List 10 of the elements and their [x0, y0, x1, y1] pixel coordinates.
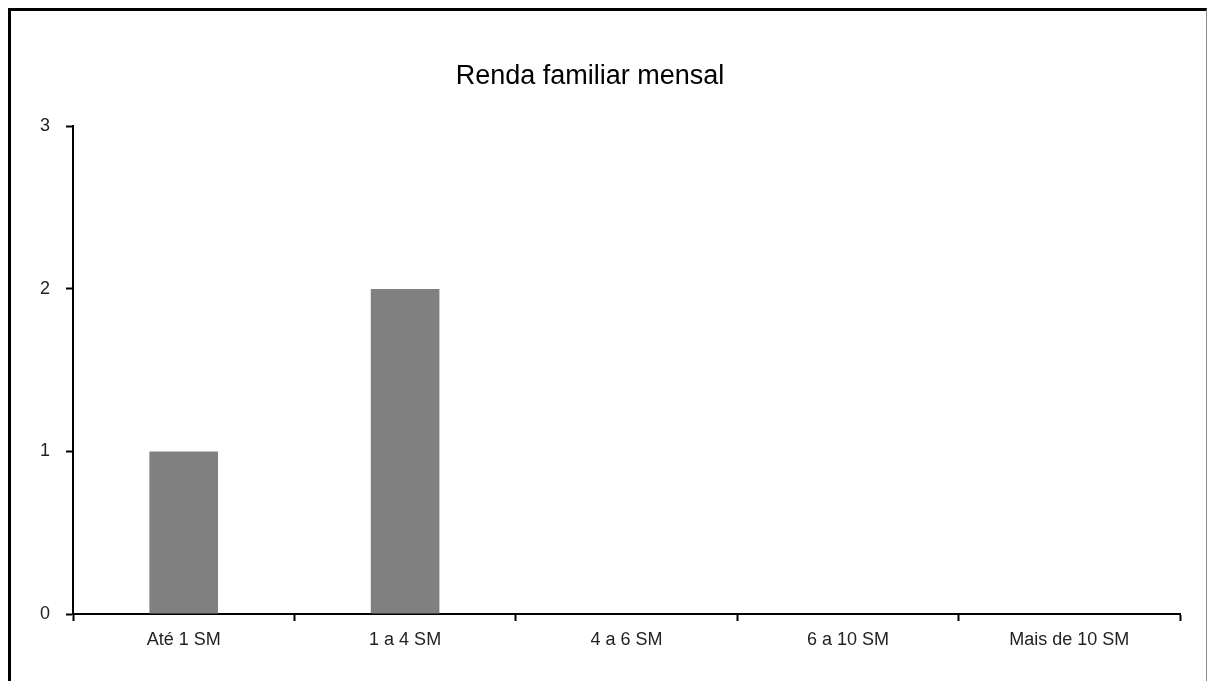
y-tick-label: 2 [39, 277, 50, 298]
x-tick-label: Mais de 10 SM [1009, 628, 1130, 649]
y-tick-label: 3 [39, 115, 50, 136]
chart-title: Renda familiar mensal [455, 59, 725, 90]
x-tick-label: 1 a 4 SM [369, 628, 442, 649]
x-tick-label: Até 1 SM [146, 628, 221, 649]
x-tick-label: 6 a 10 SM [806, 628, 889, 649]
x-tick-label: 4 a 6 SM [590, 628, 663, 649]
y-tick-label: 0 [39, 602, 50, 623]
y-tick-label: 1 [39, 440, 50, 461]
